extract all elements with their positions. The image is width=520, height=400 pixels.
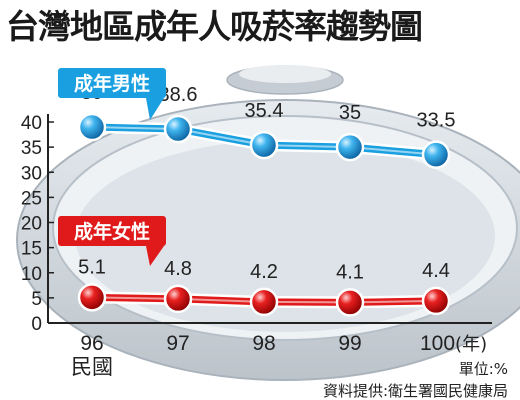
x-axis-era-label: 民國 [71,355,113,379]
data-label: 5.1 [78,256,106,278]
source-note: 資料提供:衛生署國民健康局 [323,382,508,400]
unit-note: 單位:% [459,360,508,378]
data-point [77,283,107,312]
y-tick-label: 5 [31,289,42,310]
data-label: 38.6 [159,84,198,106]
y-tick-label: 0 [31,314,42,335]
data-point [163,284,193,314]
series-markers [77,112,451,317]
x-axis-year-suffix: (年) [455,334,487,355]
data-point [249,287,279,317]
series-tag-box [58,216,166,246]
x-tick-label: 96 [80,332,103,355]
y-tick-label: 40 [21,113,42,134]
y-tick-label: 20 [21,214,42,235]
x-tick-label: 98 [252,332,275,355]
data-label: 35 [339,102,361,124]
data-point [163,114,193,144]
data-label: 4.8 [164,258,192,280]
data-point [249,130,279,160]
data-point [421,140,451,169]
x-tick-label: 99 [338,332,361,355]
data-label: 33.5 [417,110,456,132]
data-label: 4.4 [422,260,450,282]
chart-title: 台灣地區成年人吸菸率趨勢圖 [6,7,423,46]
data-point [335,132,365,162]
x-tick-label: 97 [166,332,189,355]
chart-axes: 0 5 10 15 20 25 30 35 40 [21,113,492,335]
y-tick-label: 15 [21,239,42,260]
y-tick-label: 10 [21,264,42,285]
y-tick-label: 30 [21,163,42,184]
series-name-label: 成年男性 [74,72,150,95]
data-point [77,112,107,142]
y-tick-label: 25 [21,188,42,209]
series-tag-pointer [146,98,164,120]
x-tick-label: 100(年) [420,332,487,355]
data-label: 4.1 [336,261,364,283]
data-label: 35.4 [245,100,284,122]
ashtray-illustration [16,65,520,381]
data-label: 4.2 [250,261,278,283]
series-name-label: 成年女性 [74,220,150,243]
series-tag-pointer [146,246,164,266]
y-tick-label: 35 [21,138,42,159]
series-tag-box [58,68,166,98]
x-axis-labels: 96 97 98 99 100(年) 民國 [71,332,487,379]
data-point [335,288,365,317]
data-point [421,286,451,316]
